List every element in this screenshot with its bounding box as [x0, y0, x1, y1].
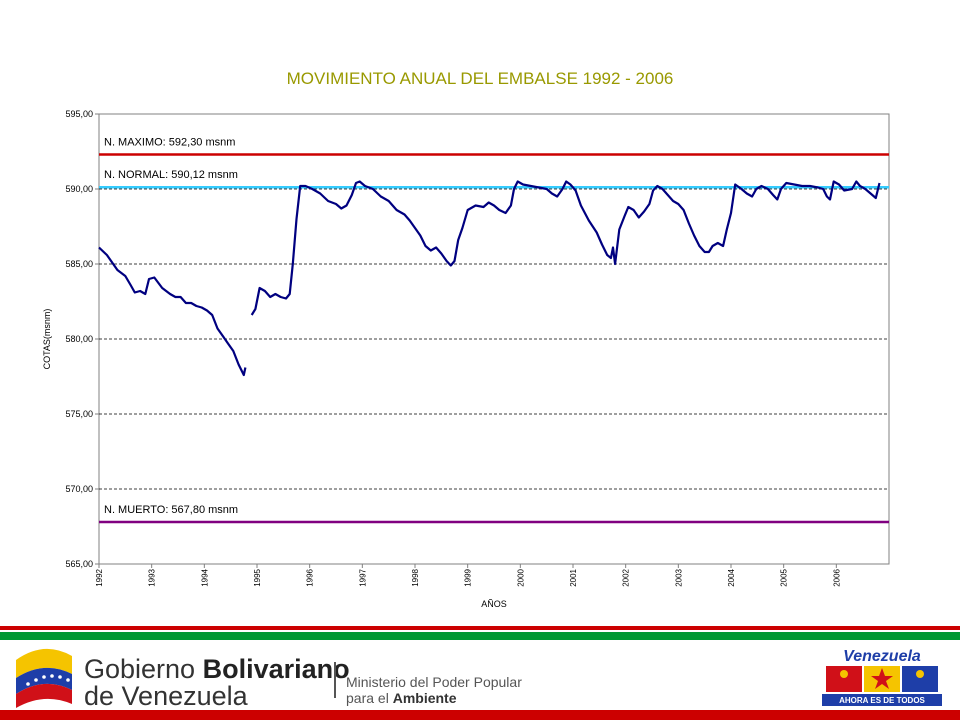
logo-block-blue [902, 666, 938, 692]
logo-figure-2-icon [916, 670, 924, 678]
ministry-line-1: Ministerio del Poder Popular [346, 674, 522, 690]
series-lines [98, 180, 881, 377]
reference-line-label: N. MUERTO: 567,80 msnm [104, 504, 238, 516]
y-tick-label: 565,00 [65, 559, 93, 569]
red-stripe [0, 626, 960, 630]
ministry-name: Ministerio del Poder Popular para el Amb… [346, 674, 522, 706]
reference-line-label: N. NORMAL: 590,12 msnm [104, 169, 238, 181]
y-tick-label: 595,00 [65, 109, 93, 119]
venezuela-logo-text: Venezuela [843, 648, 921, 665]
footer [0, 640, 960, 720]
series-line-segment [250, 180, 881, 316]
y-tick-label: 580,00 [65, 334, 93, 344]
x-tick-label: 2001 [569, 568, 578, 586]
grid-lines [99, 188, 889, 490]
x-tick-label: 1993 [148, 568, 157, 586]
x-tick-label: 2004 [727, 568, 736, 586]
x-tick-label: 2000 [516, 568, 525, 586]
bottom-red-stripe [0, 710, 960, 720]
x-tick-label: 1998 [411, 568, 420, 586]
x-axis: 1992 1993 1994 1995 1996 1997 1998 1999 2000 2001… [95, 564, 841, 587]
gov-name-2: Bolivariano [202, 654, 350, 684]
x-tick-label: 1995 [253, 568, 262, 586]
x-tick-label: 2005 [780, 568, 789, 586]
government-name: Gobierno Bolivariano de Venezuela [84, 654, 350, 711]
gobierno-logo [16, 648, 72, 708]
y-tick-label: 575,00 [65, 409, 93, 419]
logo-figure-1-icon [840, 670, 848, 678]
venezuela-logo: Venezuela AHORA ES DE TODOS [822, 648, 942, 706]
x-tick-label: 1999 [464, 568, 473, 586]
gov-name-3: de Venezuela [84, 681, 248, 711]
logo-slogan-bar [822, 694, 942, 706]
y-tick-label: 570,00 [65, 484, 93, 494]
chart-title: MOVIMIENTO ANUAL DEL EMBALSE 1992 - 2006 [287, 69, 674, 88]
x-tick-label: 1997 [358, 568, 367, 586]
x-tick-label: 2006 [832, 568, 841, 586]
x-tick-label: 1996 [306, 568, 315, 586]
logo-star-icon [871, 668, 893, 689]
y-axis: 565,00 570,00 575,00 580,00 585,00 590,00 595,… [65, 109, 99, 569]
green-stripe [0, 632, 960, 640]
gov-name-1: Gobierno [84, 654, 196, 684]
x-tick-label: 1994 [200, 568, 209, 586]
x-tick-label: 2002 [622, 568, 631, 586]
y-axis-label: COTAS(msnm) [42, 309, 52, 370]
ministry-line-3: Ambiente [392, 690, 457, 706]
plot-area: N. MAXIMO: 592,30 msnm N. NORMAL: 590,12 … [65, 109, 890, 587]
logo-block-red [826, 666, 862, 692]
reservoir-level-chart: MOVIMIENTO ANUAL DEL EMBALSE 1992 - 2006… [42, 69, 890, 609]
x-tick-label: 1992 [95, 568, 104, 586]
y-tick-label: 590,00 [65, 184, 93, 194]
series-line-segment [98, 246, 247, 377]
x-tick-label: 2003 [674, 568, 683, 586]
reference-line-label: N. MAXIMO: 592,30 msnm [104, 137, 235, 149]
y-tick-label: 585,00 [65, 259, 93, 269]
footer-separator [334, 662, 336, 698]
venezuela-slogan: AHORA ES DE TODOS [839, 696, 925, 705]
ministry-line-2: para el [346, 690, 389, 706]
x-axis-label: AÑOS [481, 599, 507, 609]
